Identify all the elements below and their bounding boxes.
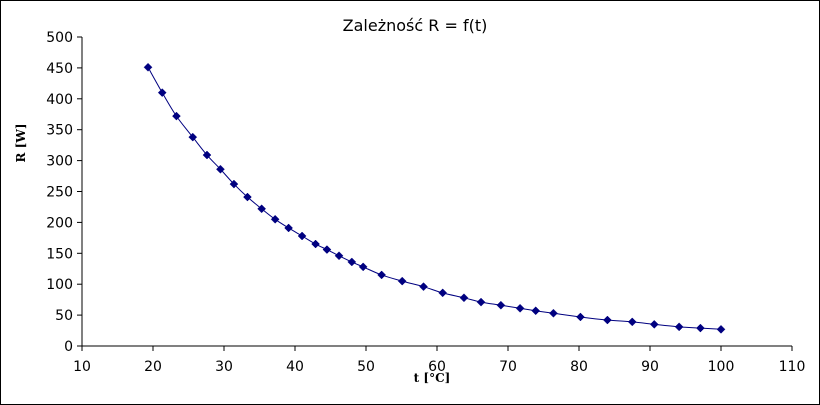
y-tick-label: 0 bbox=[64, 339, 73, 355]
x-tick-label: 110 bbox=[779, 359, 806, 375]
y-axis-label: R [W] bbox=[14, 124, 28, 163]
series-line bbox=[147, 67, 722, 330]
x-tick-label: 50 bbox=[357, 359, 375, 375]
x-tick-label: 10 bbox=[73, 359, 91, 375]
data-point bbox=[696, 323, 705, 333]
data-point bbox=[419, 282, 428, 292]
chart-title: Zależność R = f(t) bbox=[343, 16, 488, 35]
data-point bbox=[603, 315, 612, 325]
plot-area bbox=[143, 62, 726, 334]
data-point bbox=[496, 300, 506, 310]
data-point bbox=[576, 312, 585, 322]
data-point bbox=[172, 111, 181, 121]
data-point bbox=[438, 288, 448, 298]
x-tick-label: 100 bbox=[708, 359, 735, 375]
data-point bbox=[334, 251, 344, 261]
data-point bbox=[188, 132, 198, 142]
data-point bbox=[284, 223, 293, 233]
x-tick-label: 90 bbox=[641, 359, 659, 375]
data-point bbox=[531, 306, 541, 316]
y-tick-label: 350 bbox=[46, 123, 73, 139]
data-point bbox=[243, 192, 252, 202]
axes bbox=[77, 36, 793, 351]
y-tick-label: 300 bbox=[46, 154, 73, 170]
y-tick-label: 500 bbox=[46, 30, 73, 46]
data-point bbox=[143, 62, 153, 72]
data-point bbox=[674, 322, 684, 332]
data-point bbox=[515, 303, 525, 313]
data-point bbox=[549, 308, 558, 318]
x-tick-label: 30 bbox=[215, 359, 233, 375]
data-point bbox=[347, 257, 357, 267]
y-tick-label: 250 bbox=[46, 185, 73, 201]
data-point bbox=[229, 179, 239, 189]
data-point bbox=[257, 204, 266, 214]
data-point bbox=[297, 231, 307, 241]
data-point bbox=[377, 270, 386, 280]
data-point bbox=[716, 324, 726, 334]
x-tick-label: 40 bbox=[286, 359, 304, 375]
data-point bbox=[649, 320, 659, 329]
y-tick-label: 150 bbox=[46, 246, 73, 262]
data-point bbox=[459, 293, 469, 303]
data-point bbox=[202, 150, 212, 160]
data-point bbox=[270, 214, 280, 224]
data-point bbox=[627, 317, 637, 327]
data-point bbox=[157, 88, 167, 97]
data-point bbox=[476, 297, 486, 307]
data-point bbox=[216, 164, 225, 174]
data-point bbox=[311, 239, 320, 249]
y-tick-label: 450 bbox=[46, 61, 73, 77]
data-point bbox=[397, 276, 407, 286]
x-tick-label: 80 bbox=[570, 359, 588, 375]
x-tick-label: 20 bbox=[144, 359, 162, 375]
x-axis-label: t [°C] bbox=[414, 371, 451, 385]
y-tick-label: 200 bbox=[46, 215, 73, 231]
y-tick-label: 400 bbox=[46, 92, 73, 108]
data-point bbox=[358, 262, 368, 272]
tick-labels: 0 50 100 150 200 250 300 350 400 450 500 10 20 30 40 50… bbox=[46, 30, 805, 375]
x-tick-label: 60 bbox=[428, 359, 446, 375]
y-tick-label: 100 bbox=[46, 277, 73, 293]
y-tick-label: 50 bbox=[55, 308, 73, 324]
x-tick-label: 70 bbox=[499, 359, 517, 375]
data-point bbox=[322, 245, 332, 254]
